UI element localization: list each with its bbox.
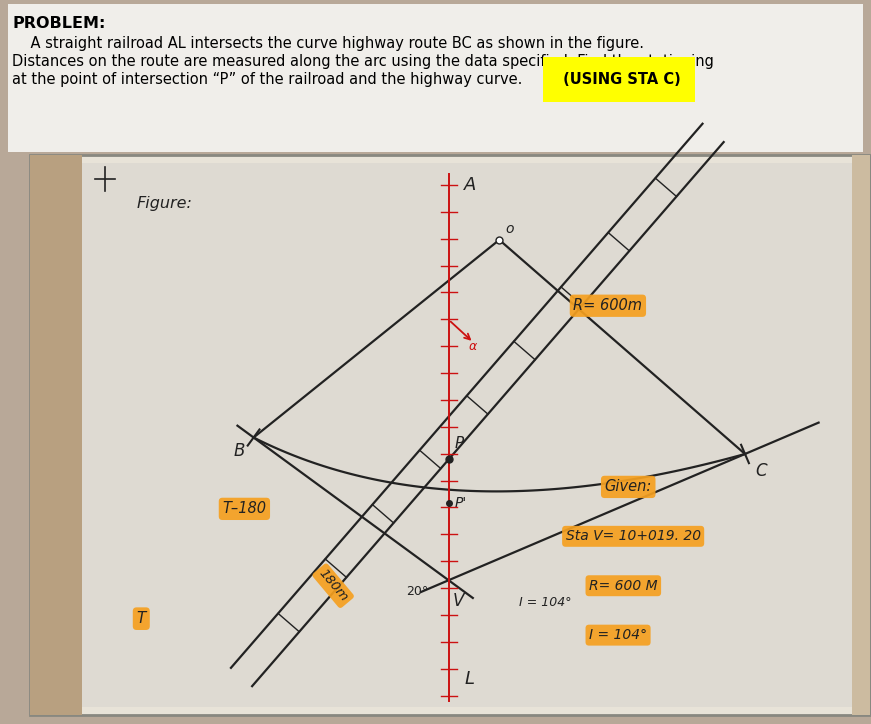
Text: P: P [455, 437, 464, 452]
Text: 180m: 180m [316, 567, 350, 605]
Text: o: o [505, 222, 514, 236]
FancyBboxPatch shape [42, 167, 858, 703]
Text: PROBLEM:: PROBLEM: [12, 16, 105, 31]
FancyBboxPatch shape [30, 155, 870, 715]
Text: C: C [755, 462, 766, 480]
Text: Given:: Given: [604, 479, 652, 494]
Text: R= 600m: R= 600m [573, 298, 643, 313]
Text: α: α [469, 340, 476, 353]
Text: L: L [464, 670, 474, 688]
Text: (USING STA C): (USING STA C) [558, 72, 681, 87]
Text: Distances on the route are measured along the arc using the data specified. Find: Distances on the route are measured alon… [12, 54, 714, 69]
Text: T–180: T–180 [222, 501, 267, 516]
Text: I = 104°: I = 104° [519, 596, 571, 609]
Text: P': P' [455, 497, 467, 510]
FancyBboxPatch shape [852, 155, 870, 715]
Text: Sta V= 10+019. 20: Sta V= 10+019. 20 [565, 529, 701, 543]
Text: 20°: 20° [406, 585, 429, 598]
Text: A straight railroad AL intersects the curve highway route BC as shown in the fig: A straight railroad AL intersects the cu… [12, 36, 644, 51]
FancyBboxPatch shape [8, 4, 863, 152]
Text: I = 104°: I = 104° [589, 628, 647, 642]
FancyBboxPatch shape [82, 163, 852, 707]
Text: Figure:: Figure: [137, 196, 192, 211]
Text: B: B [233, 442, 245, 460]
Text: at the point of intersection “P” of the railroad and the highway curve.: at the point of intersection “P” of the … [12, 72, 523, 87]
Text: R= 600 M: R= 600 M [589, 578, 658, 593]
FancyBboxPatch shape [30, 155, 82, 715]
Text: V: V [453, 592, 464, 610]
Text: A: A [464, 176, 476, 194]
Text: T: T [137, 611, 146, 626]
